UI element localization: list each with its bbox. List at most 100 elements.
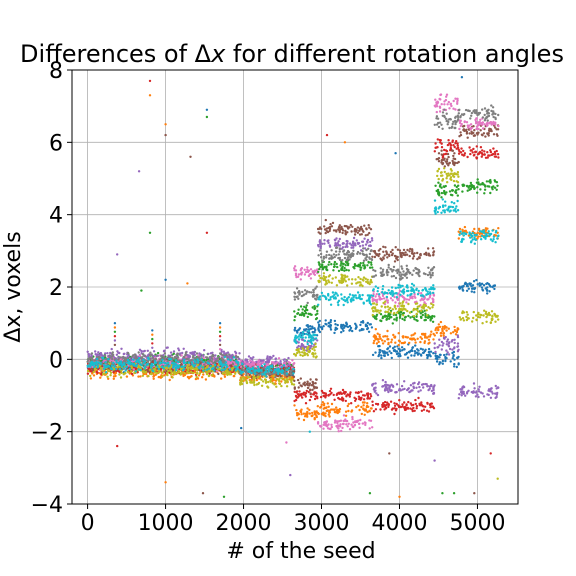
data-point [295,408,298,412]
data-point [201,376,204,379]
data-point [371,353,375,357]
data-point [386,329,389,333]
data-point [194,367,197,370]
data-point [266,385,269,388]
data-point [403,341,407,344]
data-point [315,355,318,358]
data-point [118,373,121,376]
data-point [424,382,427,386]
data-point [94,368,97,371]
data-point [314,395,317,398]
data-point [252,356,255,359]
data-point [210,355,213,358]
data-point [401,251,404,255]
data-point [374,269,377,273]
data-point [161,366,164,369]
data-point [167,361,170,365]
data-point [341,426,344,430]
data-point [253,383,256,387]
data-point [392,333,395,337]
data-point [354,399,357,402]
data-point [417,352,420,355]
data-point [370,263,373,266]
data-point [228,368,232,371]
data-point [86,360,89,363]
data-point [416,257,419,261]
data-point [247,376,251,379]
data-point [301,308,304,311]
data-point [212,361,215,365]
data-point [305,332,308,336]
data-point [408,390,411,394]
data-point [246,360,249,363]
data-point [210,373,214,377]
data-point [186,365,189,368]
data-point [303,381,306,384]
data-point [362,276,366,279]
data-point [367,224,370,227]
data-point [224,363,228,367]
data-point [157,367,160,371]
data-point [306,413,309,416]
data-point [331,256,334,260]
data-point [378,297,381,300]
data-point [421,351,425,355]
data-point [394,301,397,304]
data-point [239,378,242,381]
data-point [263,363,266,366]
data-point [266,359,269,362]
data-point [340,392,344,395]
data-point [327,292,330,296]
data-point [337,244,340,247]
data-point [302,349,305,352]
data-point [393,260,397,263]
data-point [275,373,278,377]
data-point [295,295,298,299]
data-point [320,326,324,329]
data-point [427,347,431,351]
data-point [386,305,390,308]
data-point [396,305,399,308]
data-point [143,354,146,358]
data-point [424,312,427,315]
data-point [296,312,299,315]
data-point [343,295,346,299]
data-point [298,290,301,294]
data-point [182,374,185,378]
data-point [287,356,290,360]
data-point [428,271,431,274]
data-point [316,411,320,415]
data-point [307,269,311,272]
data-point [337,228,340,231]
data-point [306,354,309,357]
data-point [372,410,376,413]
data-point [330,281,333,284]
data-point [359,262,362,265]
data-point [211,351,214,354]
data-point [231,363,235,366]
data-point [376,309,379,312]
data-point [172,366,175,369]
data-point [337,391,340,395]
data-point [129,362,132,366]
data-point [325,409,328,413]
data-series [293,404,318,422]
data-point [306,342,309,346]
data-point [377,354,380,358]
data-point [368,409,371,412]
data-point [403,297,406,300]
data-point [184,351,188,354]
data-point [374,382,377,385]
data-point [342,414,346,417]
data-point [362,261,365,265]
data-point [222,350,225,353]
data-point [383,404,386,407]
data-point [163,374,166,377]
data-point [407,314,410,318]
data-point [196,358,199,361]
data-point [106,369,110,372]
data-point [432,294,436,297]
data-point [337,299,341,302]
data-point [430,302,433,305]
data-point [114,371,118,375]
